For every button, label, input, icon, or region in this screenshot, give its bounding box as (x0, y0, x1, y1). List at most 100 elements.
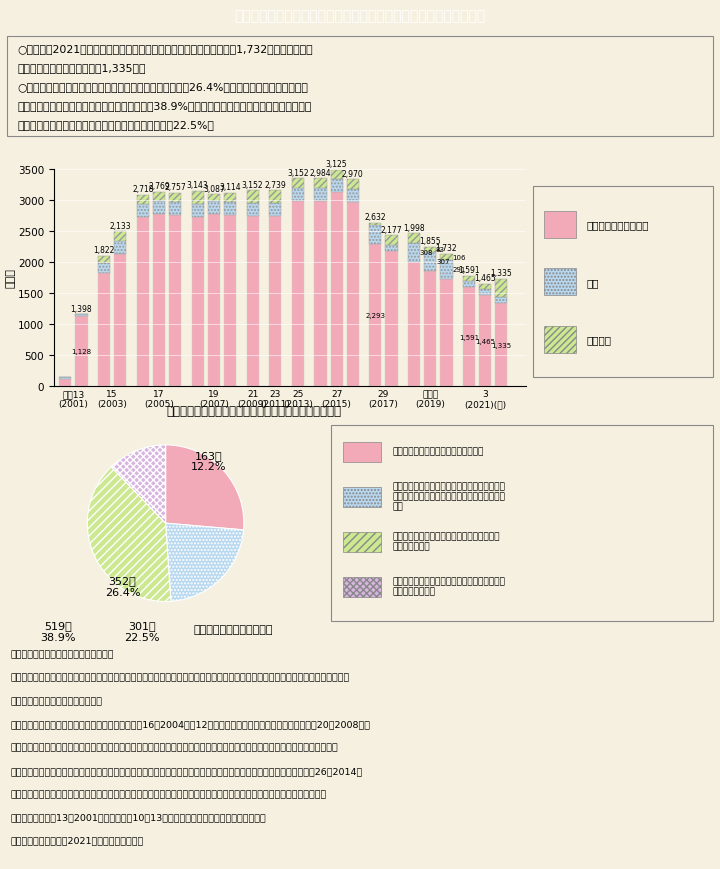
Bar (315, 189, 327, 202)
Bar (441, 261, 452, 279)
Bar (480, 284, 491, 289)
Text: 307: 307 (436, 259, 449, 265)
Bar (169, 202, 181, 216)
Bar (208, 215, 220, 387)
Wedge shape (112, 445, 166, 523)
Text: 1,998: 1,998 (403, 223, 425, 233)
Bar (246, 216, 258, 387)
Bar (224, 202, 236, 216)
Bar (385, 245, 397, 251)
Bar (246, 204, 258, 216)
Text: 3,114: 3,114 (219, 182, 241, 192)
Text: 2,984: 2,984 (310, 169, 331, 177)
Text: 301件
22.5%: 301件 22.5% (125, 620, 160, 642)
Bar (114, 232, 126, 242)
Text: 取下げ等: 取下げ等 (587, 335, 612, 345)
Bar (408, 243, 420, 262)
Text: （備考）１．最高裁判所資料より作成。: （備考）１．最高裁判所資料より作成。 (11, 650, 114, 659)
Text: 2,970: 2,970 (342, 169, 364, 178)
Bar (224, 216, 236, 387)
Text: 3,143: 3,143 (187, 181, 209, 190)
Text: 護命令が発令された件数は1,335件。: 護命令が発令された件数は1,335件。 (18, 63, 146, 73)
Text: 352件
26.4%: 352件 26.4% (105, 575, 140, 597)
Bar (315, 202, 327, 387)
Bar (441, 279, 452, 387)
Text: 3,087: 3,087 (203, 184, 225, 194)
Text: ２．「認容」には、一部認容の事案を含む。「却下」には、一部却下一部取下げの事案を含む。「取下げ等」には、移送、: ２．「認容」には、一部認容の事案を含む。「却下」には、一部却下一部取下げの事案を… (11, 673, 350, 682)
Bar (424, 253, 436, 271)
Text: 1,732: 1,732 (436, 244, 457, 253)
Text: 1,335: 1,335 (490, 269, 512, 277)
Bar (495, 279, 508, 297)
Text: 族等」への接近禁止命令が同時に発令されたものは22.5%。: 族等」への接近禁止命令が同時に発令されたものは22.5%。 (18, 120, 215, 130)
Bar (114, 242, 126, 255)
Bar (292, 189, 304, 202)
Bar (269, 191, 282, 204)
Text: 1,855: 1,855 (420, 237, 441, 246)
Text: ＜令和３年における認容（保護命令発令）件数の内訳＞: ＜令和３年における認容（保護命令発令）件数の内訳＞ (166, 404, 342, 417)
Text: 1,591: 1,591 (458, 266, 480, 275)
Bar (369, 244, 382, 387)
Bar (98, 274, 110, 387)
Bar (114, 255, 126, 387)
Bar (544, 327, 576, 353)
Text: 2,177: 2,177 (381, 225, 402, 235)
Bar (385, 251, 397, 387)
Bar (76, 315, 88, 316)
Text: ３．配偶者暴力防止法の改正により、平成16（2004）年12月に「子への接近禁止命令」制度が、平成20（2008）年: ３．配偶者暴力防止法の改正により、平成16（2004）年12月に「子への接近禁止… (11, 720, 371, 728)
Text: 1,465: 1,465 (475, 338, 495, 344)
Bar (137, 205, 149, 218)
Text: 2,133: 2,133 (109, 222, 131, 230)
Text: 被害者に関する保護命令と「子への接近禁止
命令」のみ発令: 被害者に関する保護命令と「子への接近禁止 命令」のみ発令 (392, 532, 500, 551)
Text: １月に「電話等禁止命令」制度及び「親族等への接近禁止命令」制度がそれぞれ新設された。これらの命令は、被: １月に「電話等禁止命令」制度及び「親族等への接近禁止命令」制度がそれぞれ新設され… (11, 743, 338, 752)
Text: ５．令和３（2021）年値は、速報値。: ５．令和３（2021）年値は、速報値。 (11, 836, 144, 845)
Bar (192, 218, 204, 387)
Wedge shape (87, 468, 171, 601)
Text: 106: 106 (452, 255, 466, 261)
Bar (269, 204, 282, 216)
Text: 2,769: 2,769 (148, 182, 170, 191)
Bar (315, 179, 327, 189)
Bar (330, 180, 343, 193)
Bar (153, 193, 165, 202)
Bar (76, 316, 88, 387)
Bar (269, 216, 282, 387)
Text: 2,718: 2,718 (132, 185, 153, 194)
Bar (408, 262, 420, 387)
Text: （上段：件数，下段：％）: （上段：件数，下段：％） (193, 624, 273, 634)
Bar (347, 180, 359, 189)
Bar (137, 218, 149, 387)
Bar (343, 442, 381, 462)
Text: 害者への接近禁止命令と同時に又は被害者への接近禁止命令が発令された後に発令される。さらに、平成26（2014）: 害者への接近禁止命令と同時に又は被害者への接近禁止命令が発令された後に発令される… (11, 766, 363, 775)
Bar (292, 202, 304, 387)
Text: 308: 308 (420, 250, 433, 256)
Bar (369, 225, 382, 244)
Text: ○そのうち被害者に関する保護命令のみ発令されたものは26.4%、被害者に関する保護命令と: ○そのうち被害者に関する保護命令のみ発令されたものは26.4%、被害者に関する保… (18, 83, 309, 92)
Text: 1,465: 1,465 (474, 274, 496, 283)
Bar (369, 223, 382, 225)
Text: 163件
12.2%: 163件 12.2% (191, 450, 226, 472)
Bar (424, 271, 436, 387)
Bar (224, 194, 236, 202)
Text: 2,632: 2,632 (364, 213, 386, 222)
Text: 83: 83 (436, 247, 445, 253)
Text: 3,152: 3,152 (287, 169, 309, 177)
Bar (98, 256, 110, 264)
Text: ４．平成13（2001）年は、同年10月13日の配偶者暴力防止法施行以降の件数。: ４．平成13（2001）年は、同年10月13日の配偶者暴力防止法施行以降の件数。 (11, 813, 266, 821)
Text: 2,757: 2,757 (164, 182, 186, 192)
Bar (169, 216, 181, 387)
Text: 却下: 却下 (587, 277, 599, 288)
Bar (98, 264, 110, 274)
Text: 1,591: 1,591 (459, 335, 479, 341)
Bar (544, 269, 576, 295)
Bar (330, 170, 343, 180)
Bar (208, 202, 220, 215)
Text: 1,128: 1,128 (71, 348, 91, 355)
Bar (408, 234, 420, 243)
Bar (192, 205, 204, 218)
Text: ５－７図　配偶者暴力等に関する保護命令事件の処理状況等の推移: ５－７図 配偶者暴力等に関する保護命令事件の処理状況等の推移 (235, 10, 485, 23)
Bar (463, 288, 475, 387)
Bar (330, 193, 343, 387)
Bar (137, 196, 149, 205)
Bar (495, 304, 508, 387)
